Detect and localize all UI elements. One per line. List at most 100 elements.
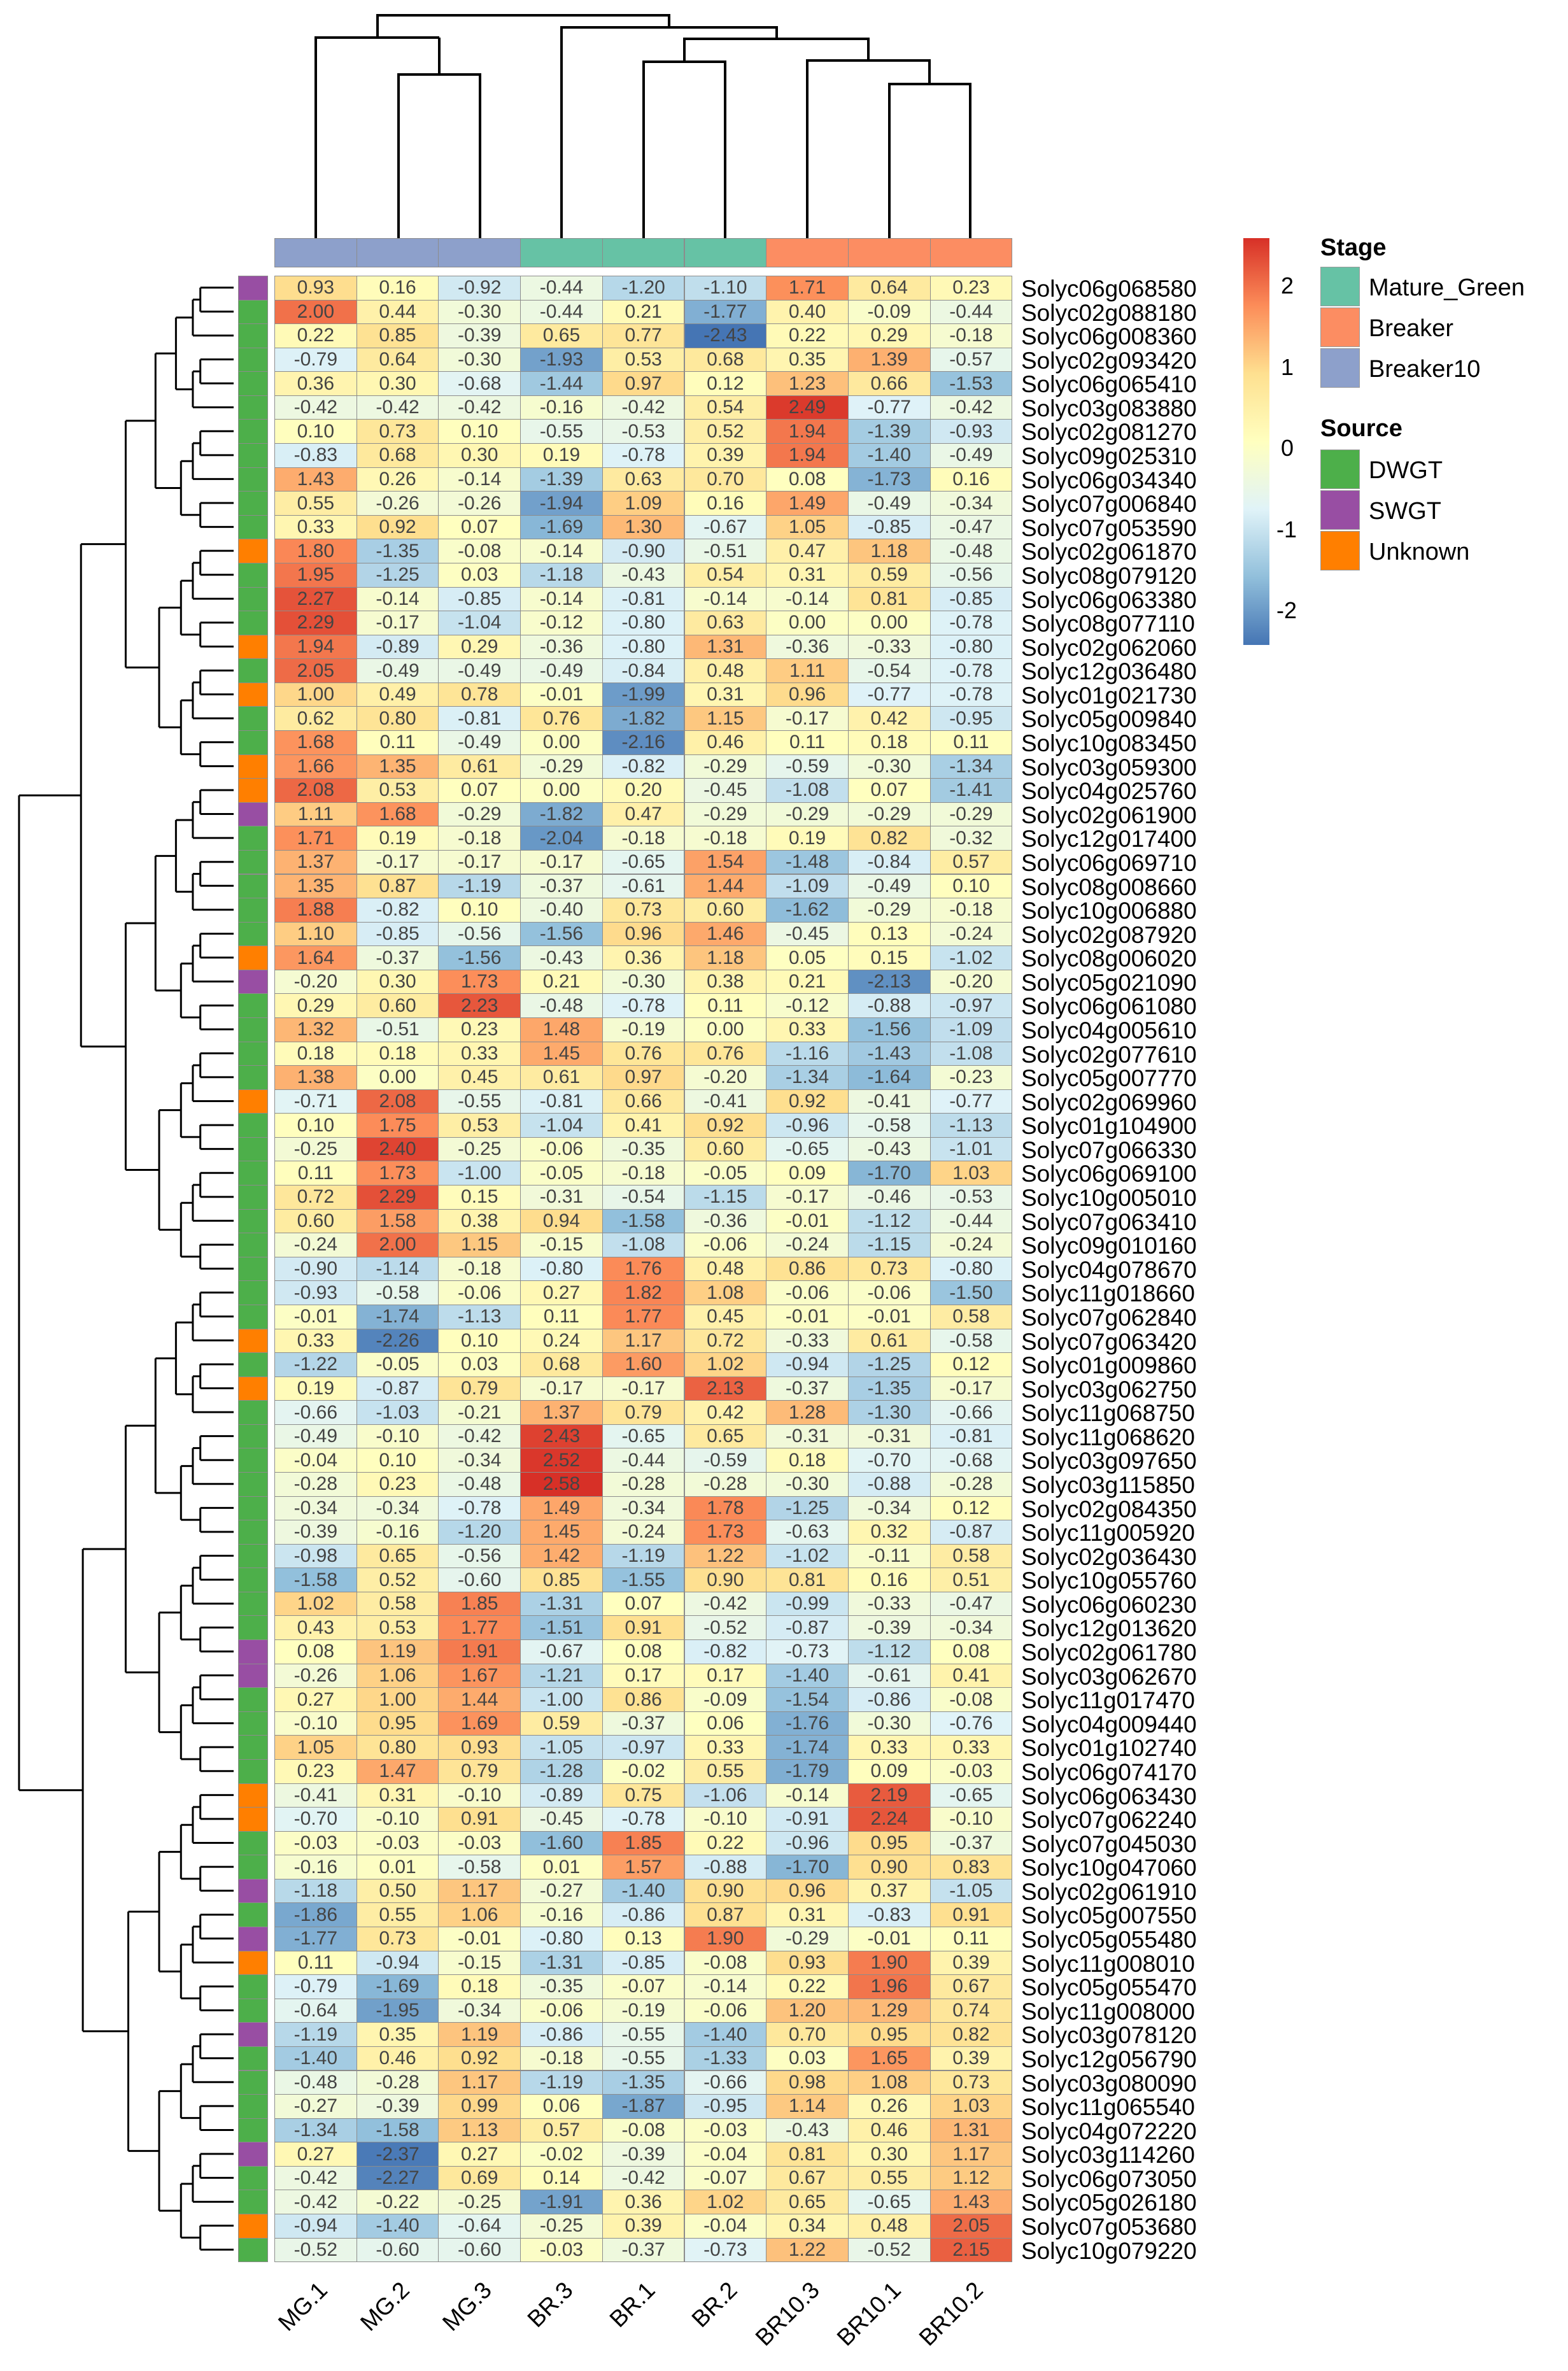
source-annotation-cell: [238, 2046, 268, 2071]
heatmap-cell: -1.12: [847, 1639, 931, 1664]
heatmap-cell: -0.34: [438, 1998, 521, 2023]
heatmap-cell: 0.52: [684, 419, 767, 444]
heatmap-cell: -1.21: [520, 1663, 603, 1688]
row-label-gene: Solyc06g065410: [1021, 371, 1197, 398]
heatmap-cell: 1.37: [274, 849, 357, 875]
heatmap-cell: -0.36: [520, 634, 603, 660]
heatmap-cell: 0.06: [520, 2094, 603, 2119]
heatmap-cell: -1.00: [438, 1161, 521, 1186]
heatmap-cell: -0.79: [274, 347, 357, 372]
heatmap-cell: 0.03: [438, 562, 521, 588]
heatmap-cell: -1.86: [274, 1902, 357, 1928]
heatmap-cell: 0.24: [520, 1328, 603, 1354]
heatmap-cell: 0.10: [274, 1113, 357, 1138]
heatmap-cell: 0.08: [766, 467, 849, 492]
heatmap-cell: 0.00: [356, 1065, 439, 1090]
heatmap-cell: 0.61: [847, 1328, 931, 1354]
heatmap-cell: 1.68: [356, 802, 439, 827]
heatmap-cell: 1.64: [274, 945, 357, 970]
heatmap-cell: 0.86: [602, 1687, 685, 1712]
heatmap-cell: 0.13: [602, 1927, 685, 1951]
heatmap-cell: -0.57: [929, 347, 1013, 372]
heatmap-cell: -0.54: [847, 658, 931, 683]
heatmap-cell: -0.93: [929, 419, 1013, 444]
heatmap-cell: -1.08: [766, 778, 849, 803]
row-label-gene: Solyc01g104900: [1021, 1113, 1197, 1140]
heatmap-cell: -0.17: [602, 1376, 685, 1401]
source-annotation-cell: [238, 754, 268, 779]
heatmap-cell: 0.70: [684, 467, 767, 492]
stage-annotation-cell: [356, 238, 439, 267]
column-label: BR.1: [604, 2277, 660, 2333]
heatmap-cell: -0.16: [520, 1902, 603, 1928]
heatmap-cell: -0.88: [684, 1855, 767, 1879]
heatmap-cell: 0.19: [274, 1376, 357, 1401]
heatmap-cell: -0.06: [684, 1998, 767, 2023]
heatmap-cell: 0.72: [684, 1328, 767, 1354]
row-label-gene: Solyc03g080090: [1021, 2070, 1197, 2097]
heatmap-cell: 2.49: [766, 395, 849, 420]
heatmap-cell: -0.15: [438, 1950, 521, 1976]
source-annotation-cell: [238, 658, 268, 683]
heatmap-cell: 0.27: [274, 1687, 357, 1712]
heatmap-cell: -0.40: [520, 898, 603, 923]
heatmap-cell: 0.27: [274, 2142, 357, 2167]
heatmap-cell: 1.73: [438, 969, 521, 994]
heatmap-cell: 1.77: [438, 1615, 521, 1641]
heatmap-cell: 0.80: [356, 1735, 439, 1760]
heatmap-cell: 1.95: [274, 562, 357, 588]
heatmap-cell: -0.77: [847, 395, 931, 420]
heatmap-cell: 0.29: [274, 993, 357, 1018]
heatmap-cell: -0.80: [520, 1256, 603, 1282]
source-annotation-cell: [238, 1256, 268, 1282]
color-scale-legend: [1243, 238, 1269, 645]
source-annotation-cell: [238, 1400, 268, 1425]
heatmap-cell: 0.99: [438, 2094, 521, 2119]
heatmap-cell: 0.00: [520, 778, 603, 803]
source-annotation-cell: [238, 539, 268, 563]
heatmap-cell: -1.10: [684, 276, 767, 301]
heatmap-cell: 0.30: [438, 443, 521, 468]
heatmap-cell: -0.70: [847, 1448, 931, 1473]
heatmap-cell: 2.13: [684, 1376, 767, 1401]
heatmap-cell: 1.32: [274, 1017, 357, 1042]
heatmap-cell: -0.29: [684, 802, 767, 827]
heatmap-cell: 1.49: [520, 1496, 603, 1521]
heatmap-cell: -2.37: [356, 2142, 439, 2167]
row-label-gene: Solyc06g034340: [1021, 467, 1197, 493]
heatmap-cell: -0.78: [929, 682, 1013, 707]
heatmap-cell: 0.32: [847, 1520, 931, 1545]
heatmap-cell: 0.80: [356, 706, 439, 732]
heatmap-cell: -1.40: [274, 2046, 357, 2071]
heatmap-cell: -0.14: [438, 467, 521, 492]
heatmap-cell: 0.18: [766, 1448, 849, 1473]
heatmap-cell: 0.48: [847, 2213, 931, 2239]
heatmap-cell: 1.44: [684, 874, 767, 899]
source-annotation-cell: [238, 586, 268, 612]
heatmap-cell: 0.14: [520, 2165, 603, 2191]
source-annotation-cell: [238, 1089, 268, 1114]
source-annotation-cell: [238, 1328, 268, 1354]
heatmap-cell: 1.78: [684, 1496, 767, 1521]
heatmap-cell: 0.23: [438, 1017, 521, 1042]
heatmap-cell: -1.28: [520, 1759, 603, 1784]
heatmap-cell: 0.22: [766, 1974, 849, 1999]
heatmap-cell: 0.33: [847, 1735, 931, 1760]
row-label-gene: Solyc05g055470: [1021, 1974, 1197, 2001]
heatmap-cell: 1.37: [520, 1400, 603, 1425]
source-annotation-cell: [238, 443, 268, 468]
heatmap-cell: -0.18: [602, 826, 685, 851]
heatmap-cell: 0.98: [766, 2070, 849, 2095]
heatmap-cell: 0.93: [438, 1735, 521, 1760]
stage-annotation-cell: [602, 238, 685, 267]
heatmap-cell: -1.91: [520, 2190, 603, 2214]
heatmap-cell: -0.79: [274, 1974, 357, 1999]
heatmap-cell: -0.43: [766, 2118, 849, 2143]
heatmap-cell: -1.44: [520, 371, 603, 396]
heatmap-cell: 0.65: [356, 1543, 439, 1569]
colorbar-tick-label: -2: [1276, 597, 1297, 624]
heatmap-cell: -1.18: [520, 562, 603, 588]
heatmap-cell: -0.24: [929, 921, 1013, 947]
heatmap-cell: 1.96: [847, 1974, 931, 1999]
heatmap-cell: -0.49: [847, 491, 931, 516]
